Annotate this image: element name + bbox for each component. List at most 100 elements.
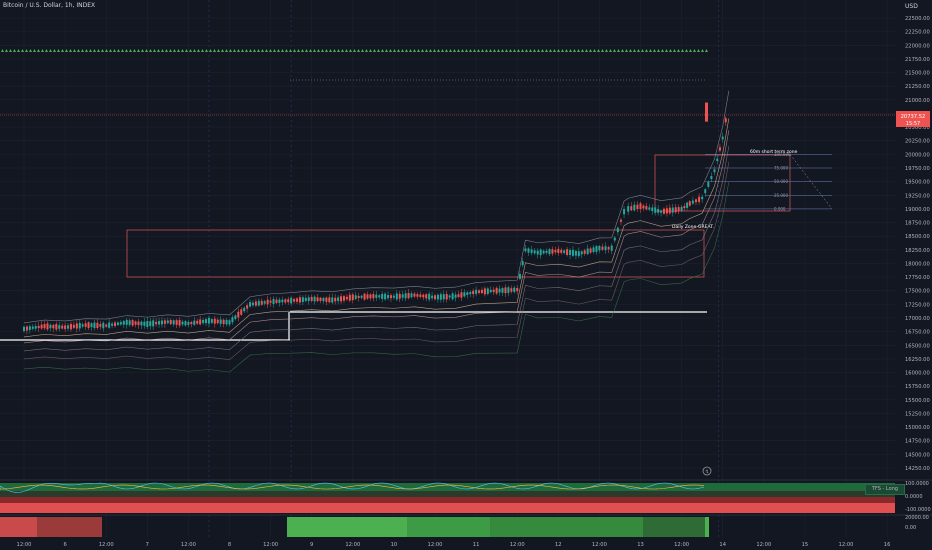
- triangle-mark: [45, 49, 48, 52]
- candle-body: [451, 293, 454, 300]
- triangle-mark: [337, 49, 340, 52]
- time-tick-label: 12:00: [181, 542, 196, 548]
- triangle-mark: [677, 49, 680, 52]
- price-tick-label: 16750.00: [905, 330, 930, 336]
- triangle-mark: [101, 49, 104, 52]
- candle-body: [563, 250, 566, 253]
- triangle-mark: [269, 49, 272, 52]
- candle-body: [691, 200, 694, 204]
- candle-body: [513, 287, 516, 292]
- triangle-mark: [361, 49, 364, 52]
- candle-body: [407, 292, 410, 299]
- triangle-mark: [517, 49, 520, 52]
- price-tick-label: 20000.00: [905, 152, 930, 158]
- triangle-mark: [437, 49, 440, 52]
- triangle-mark: [185, 49, 188, 52]
- triangle-mark: [397, 49, 400, 52]
- triangle-mark: [669, 49, 672, 52]
- candle-body: [716, 158, 719, 162]
- time-axis[interactable]: 12:00 6 12:00 7 12:00 8 12:00 9 12:00 10 12:00 11 12…: [17, 542, 891, 548]
- candle-body: [683, 206, 686, 209]
- candle-body: [313, 296, 316, 302]
- price-tick-label: 20500.00: [905, 125, 930, 131]
- triangle-mark: [129, 49, 132, 52]
- triangle-mark: [641, 49, 644, 52]
- triangle-mark: [141, 49, 144, 52]
- triangle-mark: [629, 49, 632, 52]
- triangle-mark: [1, 49, 4, 52]
- triangle-mark: [497, 49, 500, 52]
- candle-body: [231, 317, 234, 323]
- daily-zone-box[interactable]: [126, 229, 705, 278]
- candle-body: [527, 248, 530, 253]
- triangle-mark: [649, 49, 652, 52]
- candle-body: [387, 294, 390, 299]
- candle-body: [345, 296, 348, 300]
- fibonacci-levels[interactable]: 100.000 75.000 50.000 25.000 0.000: [705, 152, 833, 212]
- alert-marker-icon[interactable]: [702, 466, 712, 476]
- candle-body: [627, 206, 630, 212]
- triangle-mark: [593, 49, 596, 52]
- triangle-mark: [441, 49, 444, 52]
- triangle-mark: [293, 49, 296, 52]
- candle-body: [425, 294, 428, 299]
- candle-body: [648, 207, 651, 210]
- candle-body: [598, 245, 601, 251]
- candle-body: [486, 288, 489, 294]
- time-tick-label: 12:00: [592, 542, 607, 548]
- candle-body: [616, 227, 619, 233]
- time-tick-label: 15: [802, 542, 809, 548]
- price-tick-label: 15750.00: [905, 384, 930, 390]
- candle-body: [363, 293, 366, 300]
- triangle-mark: [169, 49, 172, 52]
- candle-body: [574, 250, 577, 256]
- triangle-mark: [189, 49, 192, 52]
- triangle-mark: [485, 49, 488, 52]
- oscillator-panel[interactable]: 100.0000 0.0000 -100.0000: [0, 481, 931, 513]
- triangle-mark: [173, 49, 176, 52]
- triangle-mark: [13, 49, 16, 52]
- candle-body: [146, 321, 149, 327]
- candle-body: [569, 250, 572, 255]
- candle-body: [281, 299, 284, 303]
- triangle-mark: [645, 49, 648, 52]
- candle-body: [466, 292, 469, 296]
- triangle-mark: [153, 49, 156, 52]
- moving-average-line: [23, 130, 730, 344]
- candle-body: [636, 204, 639, 210]
- time-tick-label: 9: [310, 542, 313, 548]
- price-tick-label: 17250.00: [905, 302, 930, 308]
- candle-body: [114, 322, 117, 326]
- chart-title[interactable]: Bitcoin / U.S. Dollar, 1h, INDEX: [3, 2, 96, 9]
- price-tick-label: 22000.00: [905, 43, 930, 49]
- bar-red-1: [0, 517, 37, 537]
- triangle-mark: [701, 49, 704, 52]
- candle-body: [694, 199, 697, 203]
- candle-body: [516, 288, 519, 292]
- triangle-mark: [617, 49, 620, 52]
- price-tick-label: 21000.00: [905, 98, 930, 104]
- triangle-mark: [181, 49, 184, 52]
- price-tick-label: 21750.00: [905, 57, 930, 63]
- bar-green-1: [287, 517, 407, 537]
- candle-body: [263, 301, 266, 304]
- triangle-mark: [213, 49, 216, 52]
- candle-body: [713, 169, 716, 173]
- triangle-mark: [289, 49, 292, 52]
- triangle-mark: [413, 49, 416, 52]
- candle-body: [507, 287, 510, 293]
- candle-body: [143, 321, 146, 326]
- currency-label: USD: [905, 3, 918, 10]
- candle-body: [298, 297, 301, 303]
- triangle-mark: [77, 49, 80, 52]
- price-axis[interactable]: 22500.00 22250.00 22000.00 21750.00 21500.00…: [905, 16, 930, 472]
- triangle-mark: [389, 49, 392, 52]
- triangle-mark: [277, 49, 280, 52]
- time-tick-label: 12:00: [263, 542, 278, 548]
- moving-averages: [23, 90, 730, 373]
- volume-signal-panel[interactable]: 20000.00 0.00: [0, 515, 929, 537]
- price-tick-label: 16250.00: [905, 357, 930, 363]
- triangle-mark: [257, 49, 260, 52]
- fib-label: 100.000: [774, 152, 791, 157]
